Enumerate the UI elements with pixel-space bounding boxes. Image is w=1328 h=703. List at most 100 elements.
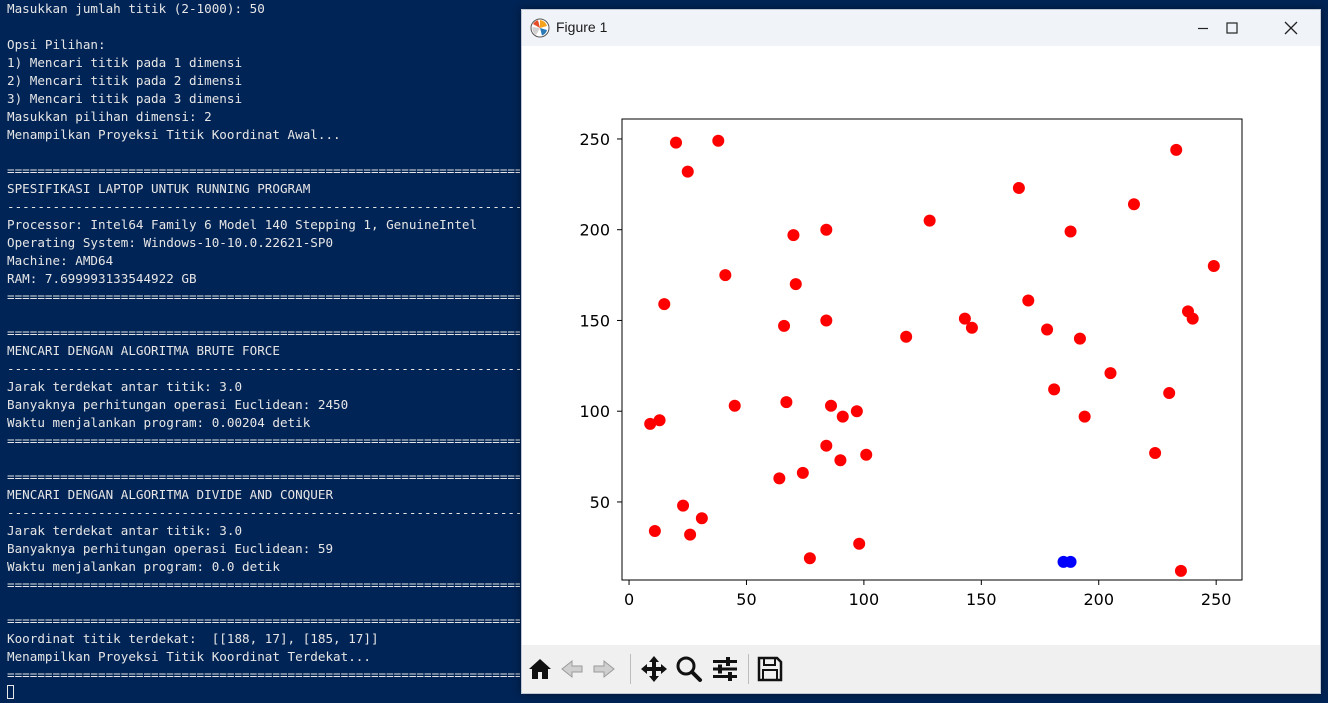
- save-icon: [757, 656, 783, 682]
- back-icon: [561, 659, 583, 679]
- data-point-marker: [773, 472, 786, 485]
- terminal-prompt[interactable]: [7, 684, 520, 702]
- minimize-icon: [1198, 27, 1208, 30]
- terminal-line: ========================================…: [7, 667, 520, 682]
- terminal-line: 3) Mencari titik pada 3 dimensi: [7, 91, 243, 106]
- terminal-line: Operating System: Windows-10-10.0.22621-…: [7, 235, 334, 250]
- data-point-marker: [1186, 312, 1199, 325]
- terminal-line: Opsi Pilihan:: [7, 37, 106, 52]
- data-point-marker: [787, 229, 800, 242]
- data-point-marker: [728, 399, 741, 412]
- maximize-button[interactable]: [1203, 10, 1261, 46]
- terminal-line: ----------------------------------------…: [7, 361, 520, 376]
- terminal-line: MENCARI DENGAN ALGORITMA DIVIDE AND CONQ…: [7, 487, 334, 502]
- data-point-marker: [1012, 181, 1025, 194]
- toolbar-separator: [748, 654, 749, 684]
- window-title: Figure 1: [556, 19, 608, 35]
- data-point-marker: [1170, 143, 1183, 156]
- data-point-marker: [1048, 383, 1061, 396]
- maximize-icon: [1226, 22, 1238, 34]
- matplotlib-logo-icon: [530, 18, 550, 38]
- terminal-line: Menampilkan Proyeksi Titik Koordinat Ter…: [7, 649, 371, 664]
- terminal-line: [7, 594, 520, 612]
- y-tick-label: 50: [590, 493, 610, 512]
- data-point-marker: [695, 512, 708, 525]
- axes-frame: [621, 118, 1243, 581]
- data-point-marker: [1073, 332, 1086, 345]
- terminal-line: ========================================…: [7, 613, 520, 628]
- x-tick-label: 250: [1201, 590, 1232, 609]
- terminal-line: [7, 450, 520, 468]
- x-tick-label: 0: [624, 590, 634, 609]
- zoom-button[interactable]: [673, 653, 705, 685]
- x-tick-label: 150: [966, 590, 997, 609]
- data-point-marker: [1127, 198, 1140, 211]
- figure-canvas[interactable]: 0 50 100 150 200 250 50 100 150 200 250: [522, 46, 1320, 646]
- terminal-line: Waktu menjalankan program: 0.0 detik: [7, 559, 280, 574]
- terminal-line: ========================================…: [7, 289, 520, 304]
- terminal-line: RAM: 7.699993133544922 GB: [7, 271, 197, 286]
- forward-icon: [593, 659, 615, 679]
- scatter-plot: 0 50 100 150 200 250 50 100 150 200 250: [579, 118, 1243, 609]
- terminal-line: SPESIFIKASI LAPTOP UNTUK RUNNING PROGRAM: [7, 181, 311, 196]
- terminal-line: [7, 306, 520, 324]
- save-button[interactable]: [754, 653, 786, 685]
- data-point-marker: [1064, 225, 1077, 238]
- terminal-line: Processor: Intel64 Family 6 Model 140 St…: [7, 217, 478, 232]
- y-tick-label: 250: [579, 130, 610, 149]
- data-point-marker: [820, 314, 833, 327]
- data-point-marker: [644, 417, 657, 430]
- terminal-line: Jarak terdekat antar titik: 3.0: [7, 379, 243, 394]
- home-button[interactable]: [524, 653, 556, 685]
- data-point-marker: [1174, 564, 1187, 577]
- terminal-line: ========================================…: [7, 433, 520, 448]
- data-point-marker: [1104, 367, 1117, 380]
- data-point-marker: [648, 524, 661, 537]
- data-point-marker: [820, 439, 833, 452]
- data-point-marker: [820, 223, 833, 236]
- data-point-marker: [796, 466, 809, 479]
- terminal-line: Jarak terdekat antar titik: 3.0: [7, 523, 243, 538]
- terminal-window[interactable]: Masukkan jumlah titik (2-1000): 50 Opsi P…: [0, 0, 520, 703]
- data-point-marker: [1041, 323, 1054, 336]
- data-point-marker: [789, 278, 802, 291]
- terminal-output: Masukkan jumlah titik (2-1000): 50 Opsi P…: [7, 0, 520, 684]
- data-point-marker: [719, 269, 732, 282]
- terminal-line: Masukkan pilihan dimensi: 2: [7, 109, 212, 124]
- text-cursor: [7, 685, 14, 699]
- data-point-marker: [684, 528, 697, 541]
- y-tick-label: 200: [579, 221, 610, 240]
- configure-subplots-button[interactable]: [709, 653, 741, 685]
- zoom-icon: [676, 656, 702, 682]
- data-point-marker: [965, 321, 978, 334]
- data-point-marker: [825, 399, 838, 412]
- pan-button[interactable]: [638, 653, 670, 685]
- home-icon: [529, 659, 551, 679]
- data-point-marker: [780, 396, 793, 409]
- title-bar[interactable]: Figure 1: [522, 10, 1320, 46]
- terminal-line: Banyaknya perhitungan operasi Euclidean:…: [7, 397, 349, 412]
- terminal-line: 1) Mencari titik pada 1 dimensi: [7, 55, 243, 70]
- data-point-marker: [1163, 387, 1176, 400]
- terminal-line: Waktu menjalankan program: 0.00204 detik: [7, 415, 311, 430]
- close-button[interactable]: [1262, 10, 1320, 46]
- data-point-marker: [712, 134, 725, 147]
- data-point-marker: [834, 454, 847, 467]
- data-point-marker: [778, 319, 791, 332]
- data-point-marker: [658, 298, 671, 311]
- data-point-marker: [1022, 294, 1035, 307]
- x-tick-label: 50: [736, 590, 756, 609]
- terminal-line: [7, 18, 520, 36]
- pan-icon: [641, 656, 667, 682]
- terminal-line: 2) Mencari titik pada 2 dimensi: [7, 73, 243, 88]
- matplotlib-figure-window: Figure 1 0 50 100 150 200 250 50 100 150 200 250: [521, 9, 1321, 694]
- terminal-line: ========================================…: [7, 577, 520, 592]
- minimize-button[interactable]: [1174, 10, 1232, 46]
- toolbar-separator: [630, 654, 631, 684]
- terminal-line: [7, 144, 520, 162]
- terminal-line: ----------------------------------------…: [7, 199, 520, 214]
- forward-button[interactable]: [588, 653, 620, 685]
- back-button[interactable]: [556, 653, 588, 685]
- x-tick-label: 200: [1083, 590, 1114, 609]
- terminal-line: ========================================…: [7, 325, 520, 340]
